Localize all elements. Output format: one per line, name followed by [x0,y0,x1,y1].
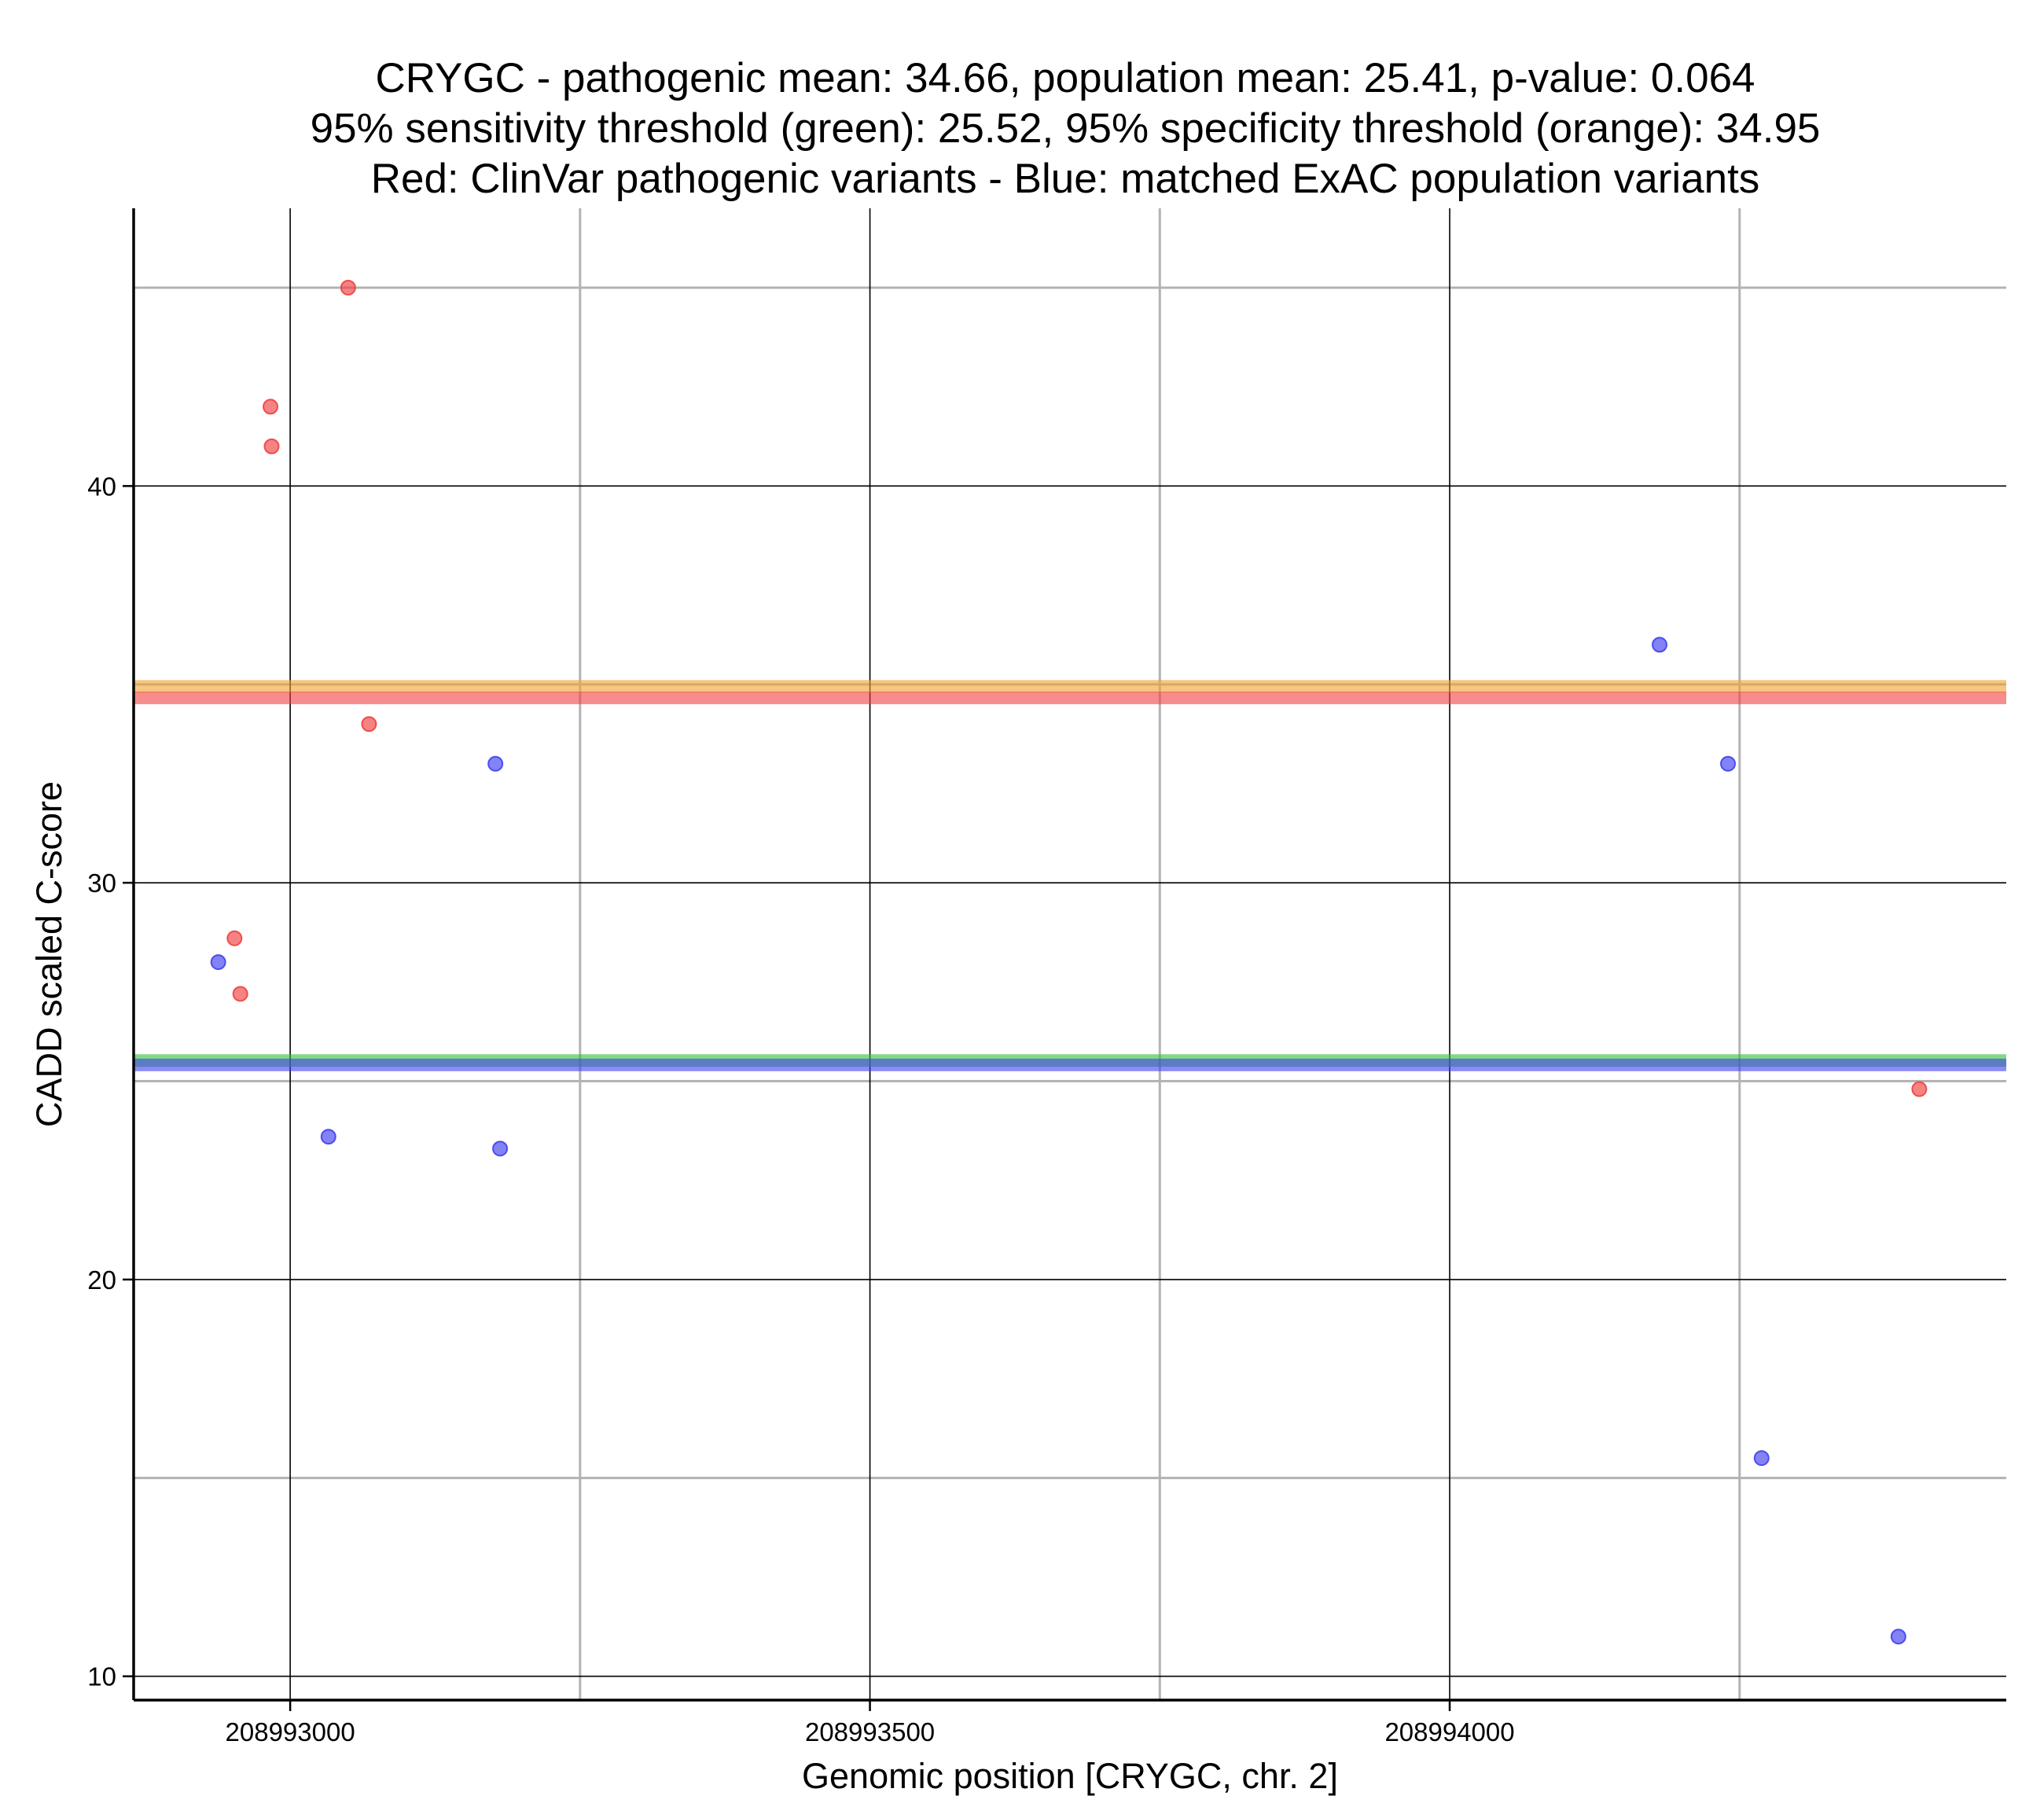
y-tick-label: 40 [87,472,116,501]
pathogenic-point [263,438,280,454]
title-line-2: 95% sensitivity threshold (green): 25.52… [311,105,1821,152]
population-point [1753,1450,1770,1467]
pathogenic-point [263,398,279,415]
data-points [210,279,1928,1645]
chart-title: CRYGC - pathogenic mean: 34.66, populati… [311,55,1821,202]
pathogenic-point [226,930,243,946]
axes [132,208,2006,1702]
major-grid [134,208,2006,1700]
x-axis-ticks: 208993000 208993500 208994000 [226,1700,1515,1746]
pathogenic-point [340,279,356,296]
population-point [1651,637,1667,653]
population-point [1720,755,1737,772]
y-tick-label: 20 [87,1265,116,1295]
x-tick-label: 208994000 [1384,1717,1514,1746]
pathogenic-point [361,716,377,733]
threshold-lines [134,680,2006,1071]
title-line-1: CRYGC - pathogenic mean: 34.66, populati… [375,55,1755,101]
y-tick-label: 10 [87,1662,116,1691]
title-line-3: Red: ClinVar pathogenic variants - Blue:… [371,156,1760,202]
pathogenic-point [1911,1081,1928,1097]
population-point [492,1140,509,1157]
x-tick-label: 208993000 [226,1717,355,1746]
population-point [1890,1629,1906,1645]
population-point [320,1129,336,1145]
minor-grid [134,208,2006,1700]
population-point [487,755,504,772]
y-axis-ticks: 10 20 30 40 [87,472,134,1691]
x-tick-label: 208993500 [805,1717,935,1746]
y-tick-label: 30 [87,869,116,898]
population-point [210,954,226,971]
x-axis-title: Genomic position [CRYGC, chr. 2] [802,1756,1338,1796]
y-axis-title: CADD scaled C-score [29,781,69,1127]
pathogenic-point [232,986,248,1002]
